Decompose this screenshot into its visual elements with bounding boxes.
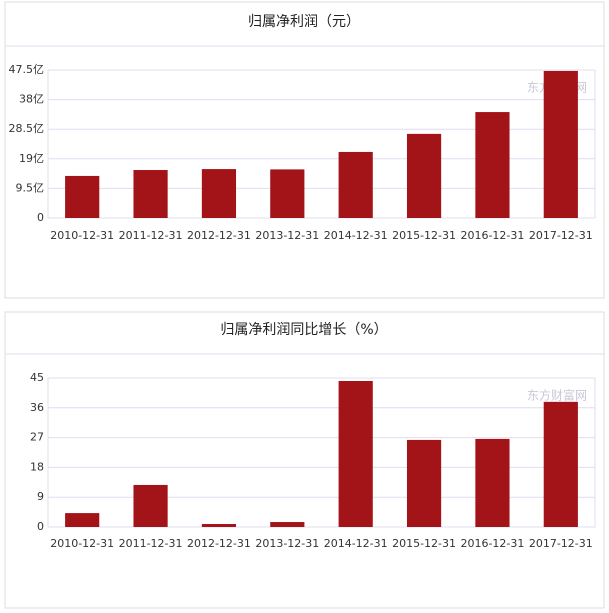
x-tick-label: 2015-12-31 — [392, 229, 456, 242]
y-tick-label: 19亿 — [19, 152, 44, 165]
y-tick-label: 27 — [30, 431, 44, 444]
y-tick-label: 47.5亿 — [9, 63, 45, 76]
bar — [65, 175, 100, 218]
x-tick-label: 2016-12-31 — [460, 537, 524, 550]
chart-title: 归属净利润（元） — [248, 13, 360, 30]
x-tick-label: 2012-12-31 — [187, 229, 251, 242]
bar — [270, 169, 305, 218]
x-tick-label: 2014-12-31 — [324, 229, 388, 242]
watermark: 东方财富网 — [527, 388, 587, 403]
x-tick-label: 2017-12-31 — [529, 229, 593, 242]
bar — [133, 170, 168, 218]
x-tick-label: 2011-12-31 — [119, 537, 183, 550]
bar — [338, 380, 373, 527]
y-tick-label: 18 — [30, 460, 44, 473]
bar — [543, 70, 578, 218]
x-tick-label: 2011-12-31 — [119, 229, 183, 242]
y-tick-label: 45 — [30, 371, 44, 384]
bar — [406, 133, 442, 218]
x-tick-label: 2017-12-31 — [529, 537, 593, 550]
panel — [4, 311, 605, 609]
chart-title: 归属净利润同比增长（%） — [220, 321, 387, 338]
x-tick-label: 2013-12-31 — [255, 537, 319, 550]
x-tick-label: 2015-12-31 — [392, 537, 456, 550]
bar — [406, 439, 442, 527]
x-tick-label: 2010-12-31 — [50, 537, 114, 550]
x-tick-label: 2010-12-31 — [50, 229, 114, 242]
bar — [65, 513, 100, 527]
x-tick-label: 2013-12-31 — [255, 229, 319, 242]
bar — [133, 484, 168, 527]
y-tick-label: 38亿 — [19, 93, 44, 106]
y-tick-label: 36 — [30, 401, 44, 414]
y-tick-label: 9.5亿 — [16, 181, 45, 194]
y-tick-label: 0 — [37, 211, 44, 224]
bar — [270, 522, 305, 527]
x-tick-label: 2014-12-31 — [324, 537, 388, 550]
bar — [338, 151, 373, 218]
y-tick-label: 9 — [37, 490, 44, 503]
bar — [475, 112, 510, 218]
bar — [201, 524, 237, 527]
bar — [475, 438, 510, 527]
x-tick-label: 2012-12-31 — [187, 537, 251, 550]
y-tick-label: 0 — [37, 520, 44, 533]
x-tick-label: 2016-12-31 — [460, 229, 524, 242]
y-tick-label: 28.5亿 — [9, 122, 45, 135]
bar — [543, 401, 578, 527]
bar — [201, 169, 237, 218]
